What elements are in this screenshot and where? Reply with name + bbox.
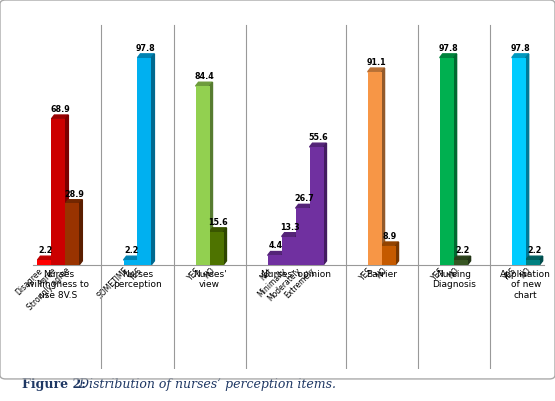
Text: 91.1: 91.1	[366, 58, 386, 67]
Polygon shape	[195, 82, 213, 86]
Text: 26.7: 26.7	[294, 194, 314, 203]
Text: 4.4: 4.4	[269, 241, 283, 251]
Bar	[195, 86, 210, 265]
Bar	[382, 246, 396, 265]
Text: Nurses' opinion: Nurses' opinion	[261, 270, 331, 279]
Polygon shape	[210, 228, 226, 232]
Text: Distribution of nurses’ perception items.: Distribution of nurses’ perception items…	[75, 378, 336, 391]
Text: 97.8: 97.8	[511, 44, 530, 53]
Polygon shape	[65, 115, 68, 265]
Bar	[65, 203, 79, 265]
Text: 8.9: 8.9	[383, 232, 397, 241]
Polygon shape	[440, 54, 457, 58]
Text: 2.2: 2.2	[455, 246, 470, 255]
Bar	[367, 72, 382, 265]
Text: 97.8: 97.8	[136, 44, 156, 53]
Text: Nursing
Diagnosis: Nursing Diagnosis	[432, 270, 476, 289]
Polygon shape	[65, 200, 82, 203]
Text: 97.8: 97.8	[438, 44, 458, 53]
Text: Barrier: Barrier	[366, 270, 397, 279]
Bar	[281, 237, 296, 265]
Text: 2.2: 2.2	[125, 246, 139, 255]
Polygon shape	[296, 233, 299, 265]
Bar	[138, 58, 152, 265]
Bar	[52, 119, 65, 265]
Text: Figure 2:: Figure 2:	[22, 378, 86, 391]
Polygon shape	[52, 256, 54, 265]
Text: Application
of new
chart: Application of new chart	[500, 270, 551, 300]
Polygon shape	[296, 205, 312, 208]
Bar	[38, 260, 52, 265]
Polygon shape	[324, 143, 326, 265]
Text: Nurses
willingness to
use 8V.S: Nurses willingness to use 8V.S	[27, 270, 89, 300]
Polygon shape	[453, 256, 471, 260]
Polygon shape	[382, 68, 385, 265]
Polygon shape	[124, 256, 140, 260]
Text: Nurses'
view: Nurses' view	[193, 270, 226, 289]
Polygon shape	[468, 256, 471, 265]
Bar	[124, 260, 138, 265]
Bar	[440, 58, 453, 265]
Bar	[512, 58, 526, 265]
Text: 68.9: 68.9	[50, 105, 70, 114]
Polygon shape	[152, 54, 154, 265]
Polygon shape	[138, 54, 154, 58]
Bar	[453, 260, 468, 265]
Text: 55.6: 55.6	[308, 133, 328, 142]
Polygon shape	[367, 68, 385, 72]
Bar	[526, 260, 539, 265]
Polygon shape	[79, 200, 82, 265]
Polygon shape	[281, 251, 285, 265]
Polygon shape	[382, 242, 398, 246]
Polygon shape	[310, 143, 326, 147]
Polygon shape	[526, 54, 529, 265]
Text: Nurses
perception: Nurses perception	[113, 270, 162, 289]
Bar	[210, 232, 224, 265]
Polygon shape	[210, 82, 213, 265]
Polygon shape	[526, 256, 543, 260]
Text: 2.2: 2.2	[527, 246, 541, 255]
Polygon shape	[310, 205, 312, 265]
Polygon shape	[396, 242, 398, 265]
Polygon shape	[224, 228, 226, 265]
Polygon shape	[268, 251, 285, 255]
Polygon shape	[281, 233, 299, 237]
Polygon shape	[512, 54, 529, 58]
Bar	[296, 208, 310, 265]
Polygon shape	[52, 115, 68, 119]
Text: 13.3: 13.3	[280, 223, 300, 232]
Text: 84.4: 84.4	[194, 72, 214, 81]
Polygon shape	[38, 256, 54, 260]
Bar	[310, 147, 324, 265]
Bar	[268, 255, 281, 265]
Text: 15.6: 15.6	[208, 218, 228, 227]
Polygon shape	[453, 54, 457, 265]
Polygon shape	[539, 256, 543, 265]
Text: 2.2: 2.2	[39, 246, 53, 255]
Polygon shape	[138, 256, 140, 265]
Text: 28.9: 28.9	[64, 190, 84, 198]
